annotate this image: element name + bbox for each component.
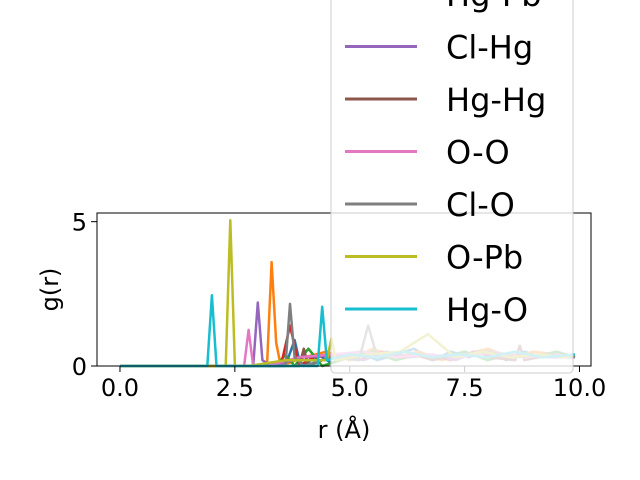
legend-label: O-O: [446, 134, 510, 172]
x-axis-label: r (Å): [318, 415, 371, 444]
x-tick-label: 0.0: [101, 374, 139, 402]
legend-label: Hg-O: [446, 291, 528, 329]
y-tick-label: 5: [72, 209, 87, 237]
y-tick-label: 0: [72, 353, 87, 381]
x-tick-label: 2.5: [216, 374, 254, 402]
y-axis-label: g(r): [36, 268, 64, 312]
legend-label: Cl-Hg: [446, 29, 533, 67]
legend: Hg-Pb Cl-Hg Hg-Hg O-O Cl-O O-Pb Hg-O: [330, 0, 574, 374]
legend-label: Cl-O: [446, 186, 515, 224]
legend-items: Hg-Pb Cl-Hg Hg-Hg O-O Cl-O O-Pb Hg-O: [345, 0, 546, 329]
x-tick-label: 10.0: [553, 374, 606, 402]
legend-label: Hg-Hg: [446, 81, 546, 119]
legend-box: [330, 0, 574, 374]
x-tick-label: 7.5: [446, 374, 484, 402]
legend-label: O-Pb: [446, 239, 523, 277]
ticks-layer: 0.0 2.5 5.0 7.5 10.0 0 5: [72, 209, 607, 402]
legend-label: Hg-Pb: [446, 0, 542, 14]
x-tick-label: 5.0: [331, 374, 369, 402]
